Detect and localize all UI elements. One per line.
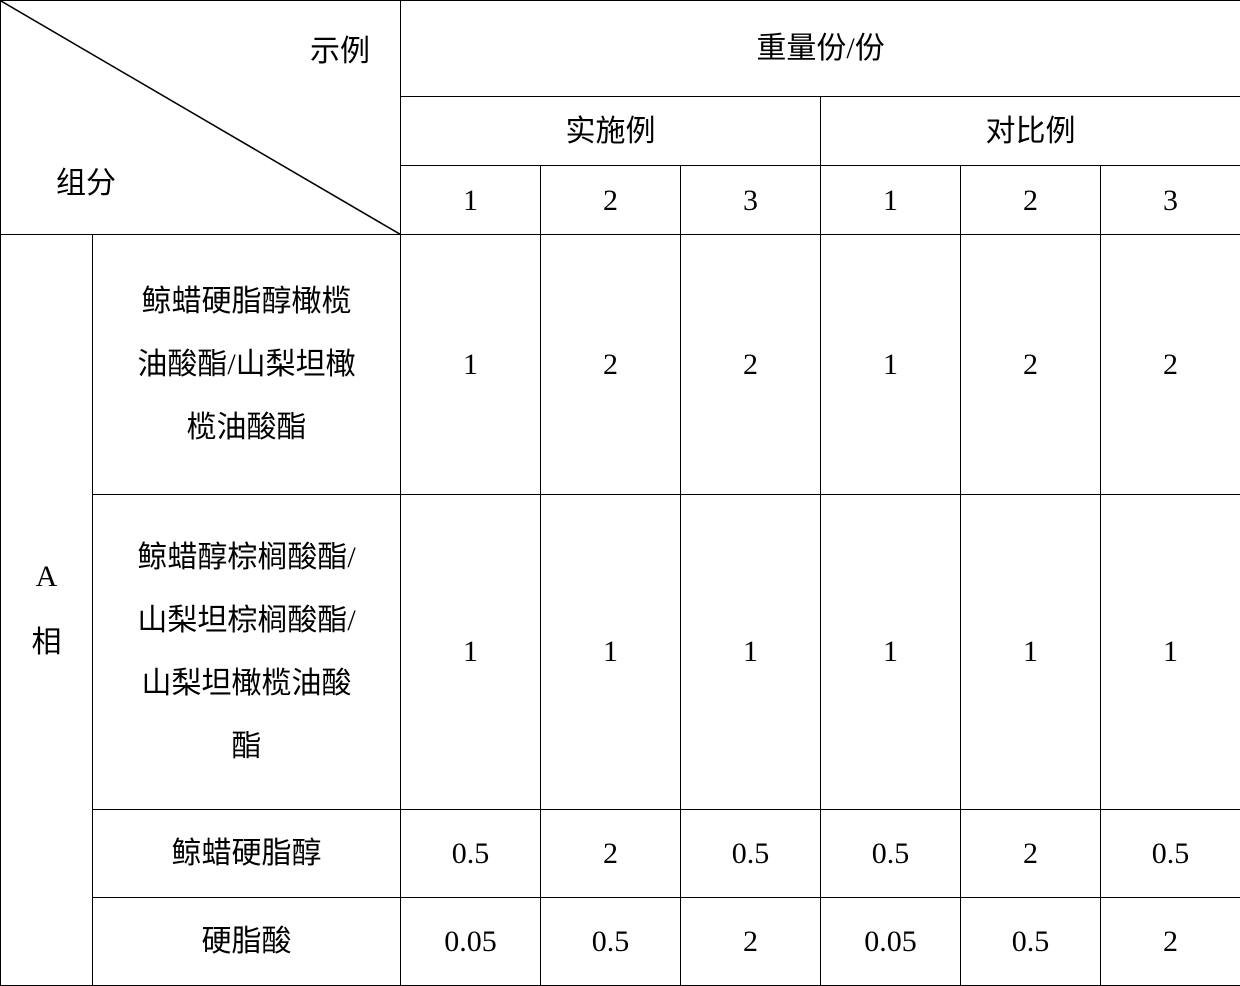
cell-value: 1 [821,494,961,810]
col-index: 1 [401,166,541,235]
ingredient-name: 鲸蜡硬脂醇 [93,810,401,898]
ingredient-name: 硬脂酸 [93,898,401,986]
header-group-example: 实施例 [401,97,821,166]
header-row-1: 示例 组分 重量份/份 [1,1,1240,97]
header-weight: 重量份/份 [401,1,1240,97]
cell-value: 0.5 [401,810,541,898]
header-group-comparison: 对比例 [821,97,1240,166]
cell-value: 0.05 [401,898,541,986]
ingredient-name: 鲸蜡醇棕榈酸酯/山梨坦棕榈酸酯/山梨坦橄榄油酸酯 [93,494,401,810]
cell-value: 0.05 [821,898,961,986]
cell-value: 0.5 [681,810,821,898]
cell-value: 2 [961,235,1101,494]
diag-header-bottom: 组分 [56,155,116,212]
col-index: 3 [1101,166,1240,235]
cell-value: 2 [541,235,681,494]
col-index: 1 [821,166,961,235]
table-row: 鲸蜡硬脂醇 0.5 2 0.5 0.5 2 0.5 [1,810,1240,898]
table-row: 硬脂酸 0.05 0.5 2 0.05 0.5 2 [1,898,1240,986]
cell-value: 2 [681,235,821,494]
cell-value: 2 [1101,235,1240,494]
formulation-table: 示例 组分 重量份/份 实施例 对比例 1 2 3 1 2 3 A相 鲸蜡硬脂醇… [0,0,1240,986]
diagonal-header-cell: 示例 组分 [1,1,401,235]
phase-a-label: A相 [1,235,93,986]
cell-value: 0.5 [541,898,681,986]
formulation-table-container: 示例 组分 重量份/份 实施例 对比例 1 2 3 1 2 3 A相 鲸蜡硬脂醇… [0,0,1240,986]
ingredient-name: 鲸蜡硬脂醇橄榄油酸酯/山梨坦橄榄油酸酯 [93,235,401,494]
diag-header-top: 示例 [310,23,370,80]
cell-value: 2 [1101,898,1240,986]
cell-value: 1 [821,235,961,494]
cell-value: 0.5 [821,810,961,898]
cell-value: 1 [961,494,1101,810]
cell-value: 1 [1101,494,1240,810]
table-row: A相 鲸蜡硬脂醇橄榄油酸酯/山梨坦橄榄油酸酯 1 2 2 1 2 2 [1,235,1240,494]
cell-value: 2 [541,810,681,898]
col-index: 2 [541,166,681,235]
col-index: 2 [961,166,1101,235]
cell-value: 2 [681,898,821,986]
cell-value: 1 [541,494,681,810]
table-row: 鲸蜡醇棕榈酸酯/山梨坦棕榈酸酯/山梨坦橄榄油酸酯 1 1 1 1 1 1 [1,494,1240,810]
cell-value: 1 [681,494,821,810]
cell-value: 1 [401,494,541,810]
cell-value: 0.5 [1101,810,1240,898]
cell-value: 0.5 [961,898,1101,986]
cell-value: 2 [961,810,1101,898]
cell-value: 1 [401,235,541,494]
col-index: 3 [681,166,821,235]
